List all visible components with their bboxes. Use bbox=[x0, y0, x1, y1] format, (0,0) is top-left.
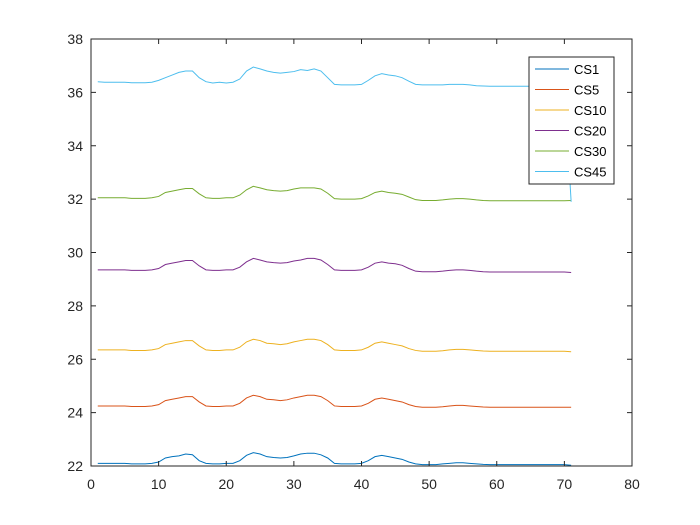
x-tick-label: 60 bbox=[489, 476, 505, 492]
x-tick-label: 70 bbox=[557, 476, 573, 492]
y-tick-label: 22 bbox=[67, 458, 83, 474]
series-line-cs1 bbox=[97, 452, 572, 466]
y-tick-label: 30 bbox=[67, 245, 83, 261]
y-tick-label: 26 bbox=[67, 351, 83, 367]
y-tick-label: 34 bbox=[67, 138, 83, 154]
series-line-cs30 bbox=[97, 185, 572, 202]
x-tick-label: 30 bbox=[286, 476, 302, 492]
x-tick-label: 50 bbox=[421, 476, 437, 492]
y-tick-label: 28 bbox=[67, 298, 83, 314]
y-tick-label: 38 bbox=[67, 31, 83, 47]
legend-label-cs30: CS30 bbox=[574, 144, 607, 159]
x-tick-label: 40 bbox=[354, 476, 370, 492]
legend-label-cs45: CS45 bbox=[574, 165, 607, 180]
series-line-cs45 bbox=[97, 66, 572, 202]
legend-box bbox=[528, 56, 615, 185]
legend: CS1 CS5 CS10 CS20 CS30 CS45 bbox=[528, 56, 615, 185]
x-tick-label: 20 bbox=[218, 476, 234, 492]
series-line-cs20 bbox=[97, 257, 572, 274]
series-layer bbox=[97, 66, 572, 466]
legend-label-cs20: CS20 bbox=[574, 124, 607, 139]
y-tick-label: 32 bbox=[67, 191, 83, 207]
legend-label-cs1: CS1 bbox=[574, 62, 599, 77]
series-line-cs10 bbox=[97, 338, 572, 353]
series-line-cs5 bbox=[97, 394, 572, 408]
legend-label-cs10: CS10 bbox=[574, 103, 607, 118]
ticks-layer: 0 10 20 30 40 50 60 70 80 22 24 26 28 30 32 34 36 38 bbox=[67, 31, 640, 492]
x-tick-label: 80 bbox=[624, 476, 640, 492]
x-tick-label: 0 bbox=[87, 476, 95, 492]
legend-label-cs5: CS5 bbox=[574, 83, 599, 98]
y-tick-label: 36 bbox=[67, 84, 83, 100]
x-tick-label: 10 bbox=[151, 476, 167, 492]
y-tick-label: 24 bbox=[67, 405, 83, 421]
